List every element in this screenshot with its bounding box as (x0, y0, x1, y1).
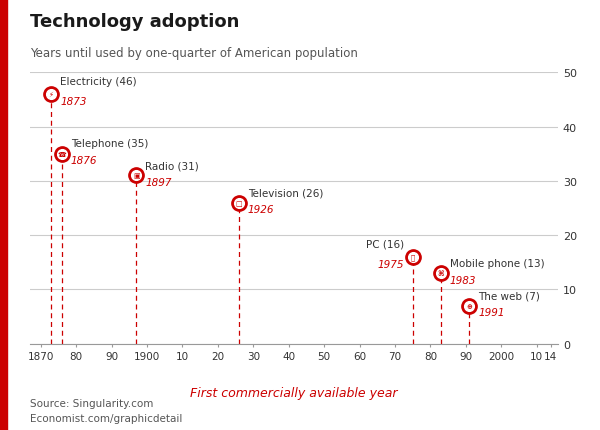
Text: ⚡: ⚡ (49, 92, 53, 98)
Text: 1991: 1991 (478, 308, 505, 318)
Text: Telephone (35): Telephone (35) (71, 139, 148, 149)
Text: □: □ (236, 200, 242, 206)
Text: Mobile phone (13): Mobile phone (13) (450, 258, 545, 268)
Text: 1873: 1873 (60, 96, 86, 106)
Text: PC (16): PC (16) (366, 239, 404, 249)
Text: Economist.com/graphicdetail: Economist.com/graphicdetail (30, 413, 182, 423)
Text: 1926: 1926 (248, 205, 274, 215)
Text: Television (26): Television (26) (248, 188, 323, 198)
Text: 1897: 1897 (145, 178, 172, 187)
Text: The web (7): The web (7) (478, 291, 540, 301)
Text: First commercially available year: First commercially available year (190, 386, 398, 399)
Text: Technology adoption: Technology adoption (30, 13, 239, 31)
Text: 1983: 1983 (450, 275, 476, 285)
Text: Years until used by one-quarter of American population: Years until used by one-quarter of Ameri… (30, 47, 358, 60)
Text: 1876: 1876 (71, 156, 97, 166)
Text: Radio (31): Radio (31) (145, 161, 199, 171)
Text: ▣: ▣ (133, 173, 140, 179)
Text: ⌗: ⌗ (410, 254, 415, 261)
Text: ⊕: ⊕ (466, 303, 472, 309)
Text: Electricity (46): Electricity (46) (60, 77, 137, 87)
Text: ⌘: ⌘ (438, 270, 445, 276)
Text: 1975: 1975 (377, 259, 404, 269)
Text: Source: Singularity.com: Source: Singularity.com (30, 398, 154, 408)
Text: ☎: ☎ (58, 151, 66, 157)
